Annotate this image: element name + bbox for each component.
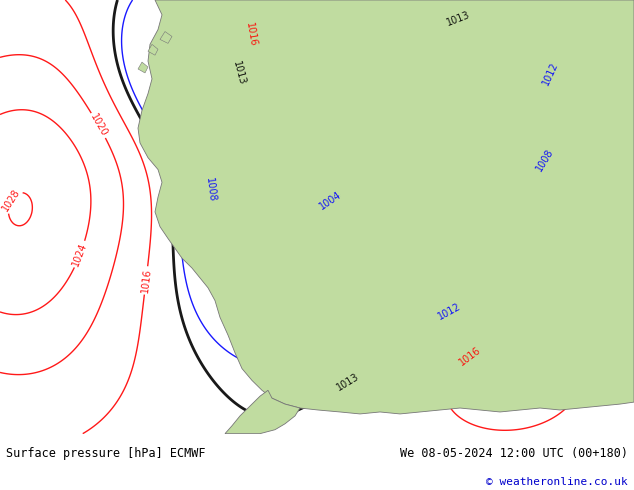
Polygon shape — [225, 390, 300, 434]
Text: We 08-05-2024 12:00 UTC (00+180): We 08-05-2024 12:00 UTC (00+180) — [399, 447, 628, 460]
Text: 1028: 1028 — [0, 187, 22, 213]
Text: 1016: 1016 — [245, 22, 259, 48]
Text: 1008: 1008 — [534, 147, 555, 173]
Polygon shape — [138, 62, 148, 73]
Text: 1013: 1013 — [335, 371, 361, 392]
Polygon shape — [160, 31, 172, 44]
Text: © weatheronline.co.uk: © weatheronline.co.uk — [486, 477, 628, 487]
Text: 1012: 1012 — [436, 301, 463, 321]
Polygon shape — [148, 45, 158, 55]
Text: 1013: 1013 — [231, 60, 247, 86]
Text: 1024: 1024 — [71, 241, 89, 268]
Text: 1016: 1016 — [139, 268, 152, 293]
Text: 1004: 1004 — [318, 190, 344, 212]
Text: 1013: 1013 — [445, 9, 472, 27]
Text: 1016: 1016 — [458, 344, 483, 368]
Text: 1008: 1008 — [204, 177, 217, 203]
Polygon shape — [138, 0, 634, 414]
Text: 1012: 1012 — [541, 61, 560, 87]
Text: Surface pressure [hPa] ECMWF: Surface pressure [hPa] ECMWF — [6, 447, 206, 460]
Text: 1020: 1020 — [88, 112, 109, 139]
